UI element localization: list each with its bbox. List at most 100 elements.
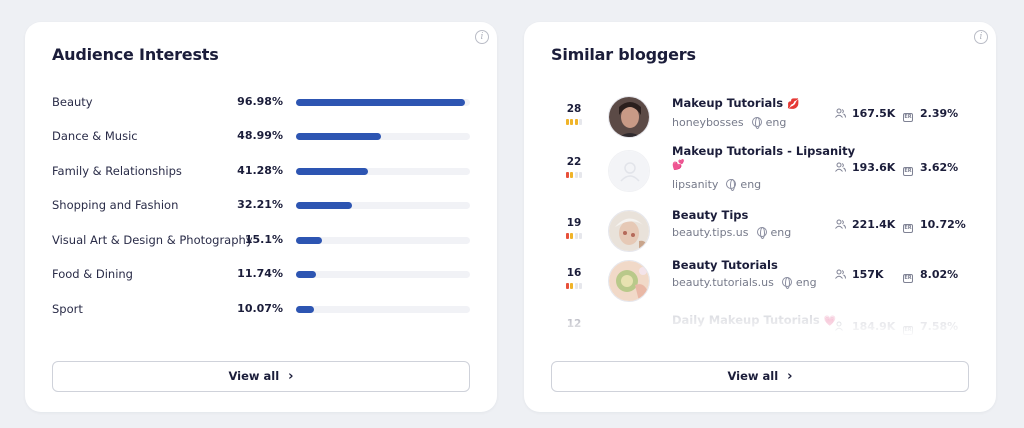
interest-bar-fill [296,99,465,106]
blogger-language: eng [765,116,787,129]
followers-stat: 221.4K [835,218,895,231]
interest-bar [296,306,470,313]
interest-label: Beauty [52,95,93,109]
quality-indicator [562,172,586,178]
interest-bar-fill [296,271,317,278]
blogger-row[interactable]: 16 Beauty Tutorials beauty.tutorials.us e… [524,258,996,308]
interest-bar [296,202,470,209]
view-all-label: View all [228,369,280,383]
followers-stat: 184.9K [835,320,895,333]
interest-bar [296,168,470,175]
people-icon [835,108,846,118]
engagement-icon: ER [903,326,913,335]
blogger-rank: 19 [566,217,582,229]
blogger-row[interactable]: 19 Beauty Tips beauty.tips.us eng 221.4K … [524,208,996,258]
interest-bar-fill [296,202,353,209]
interest-bar [296,99,470,106]
interest-percent: 96.98% [237,95,283,108]
avatar[interactable] [608,260,650,302]
quality-indicator [562,233,586,239]
interest-bar [296,237,470,244]
interest-row: Food & Dining 11.74% [52,265,470,285]
avatar[interactable] [608,96,650,138]
blogger-meta: beauty.tips.us eng [672,226,791,239]
interest-label: Food & Dining [52,267,133,281]
card-title: Similar bloggers [551,45,696,64]
card-title: Audience Interests [52,45,219,64]
interest-bar-fill [296,237,323,244]
interest-percent: 41.28% [237,164,283,177]
view-all-button[interactable]: View all › [551,361,969,392]
blogger-row[interactable]: 28 Makeup Tutorials 💋 honeybosses eng 167… [524,94,996,144]
blogger-name[interactable]: Makeup Tutorials - Lipsanity [672,144,856,158]
interest-label: Dance & Music [52,129,138,143]
emoji: 💋 [787,99,800,110]
engagement-stat: ER 8.02% [903,268,959,283]
interest-bar [296,133,470,140]
interest-bar-fill [296,306,314,313]
engagement-stat: ER 2.39% [903,107,959,122]
blogger-handle: lipsanity [672,178,719,191]
people-icon [835,219,846,229]
interest-row: Shopping and Fashion 32.21% [52,196,470,216]
interest-percent: 15.1% [244,233,283,246]
blogger-meta: lipsanity eng [672,178,761,191]
people-icon [835,269,846,279]
interest-row: Family & Relationships 41.28% [52,162,470,182]
blogger-meta: beauty.tutorials.us eng [672,276,817,289]
blogger-language: eng [740,178,762,191]
blogger-name[interactable]: Daily Makeup Tutorials 💗 [672,313,837,327]
interest-row: Visual Art & Design & Photography 15.1% [52,231,470,251]
interest-row: Dance & Music 48.99% [52,127,470,147]
blogger-meta: honeybosses eng [672,116,786,129]
engagement-stat: ER 10.72% [903,218,966,233]
blogger-handle: honeybosses [672,116,744,129]
interest-bar-fill [296,168,368,175]
engagement-icon: ER [903,113,913,122]
similar-bloggers-card: i Similar bloggers 28 Makeup Tutorials 💋… [524,22,996,412]
info-icon[interactable]: i [475,30,489,44]
blogger-rank: 16 [566,267,582,279]
interest-label: Visual Art & Design & Photography [52,233,253,247]
avatar[interactable] [608,150,650,192]
blogger-row[interactable]: 12 Daily Makeup Tutorials 💗 184.9K ER 7.5… [524,312,996,338]
people-icon [835,321,843,331]
emoji: 💕 [672,160,685,171]
engagement-stat: ER 3.62% [903,161,959,176]
globe-icon [781,277,792,289]
blogger-handle: beauty.tips.us [672,226,749,239]
engagement-stat: ER 7.58% [903,320,959,335]
blogger-rank: 12 [566,318,582,330]
engagement-icon: ER [903,274,913,283]
globe-icon [751,117,762,129]
engagement-icon: ER [903,167,913,176]
interest-percent: 48.99% [237,129,283,142]
interest-row: Sport 10.07% [52,300,470,320]
interest-percent: 11.74% [237,267,283,280]
engagement-icon: ER [903,224,913,233]
blogger-rank: 22 [566,156,582,168]
interest-percent: 32.21% [237,198,283,211]
quality-indicator [562,119,586,125]
interest-label: Sport [52,302,83,316]
blogger-row[interactable]: 22 Makeup Tutorials - Lipsanity 💕 lipsan… [524,144,996,197]
blogger-name[interactable]: Makeup Tutorials 💋 [672,96,800,110]
interest-row: Beauty 96.98% [52,93,470,113]
info-icon[interactable]: i [974,30,988,44]
blogger-rank: 28 [566,103,582,115]
people-icon [835,162,846,172]
interest-label: Family & Relationships [52,164,182,178]
blogger-handle: beauty.tutorials.us [672,276,774,289]
view-all-button[interactable]: View all › [52,361,470,392]
avatar[interactable] [608,210,650,252]
interest-bar [296,271,470,278]
globe-icon [756,227,767,239]
followers-stat: 157K [835,268,884,281]
quality-indicator [562,283,586,289]
interest-label: Shopping and Fashion [52,198,179,212]
blogger-name[interactable]: Beauty Tutorials [672,258,778,272]
interest-percent: 10.07% [237,302,283,315]
globe-icon [726,179,737,191]
audience-interests-card: i Audience Interests Beauty 96.98% Dance… [25,22,497,412]
blogger-name[interactable]: Beauty Tips [672,208,749,222]
